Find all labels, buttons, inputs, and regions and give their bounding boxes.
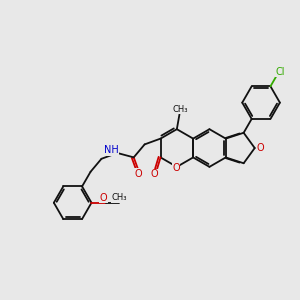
Text: CH₃: CH₃: [111, 193, 127, 202]
Text: O: O: [150, 169, 158, 179]
Text: O: O: [134, 169, 142, 179]
Text: O: O: [257, 143, 265, 153]
Text: CH₃: CH₃: [173, 105, 188, 114]
Text: NH: NH: [104, 145, 119, 155]
Text: O: O: [172, 163, 180, 173]
Text: O: O: [100, 193, 107, 203]
Text: Cl: Cl: [275, 67, 285, 77]
